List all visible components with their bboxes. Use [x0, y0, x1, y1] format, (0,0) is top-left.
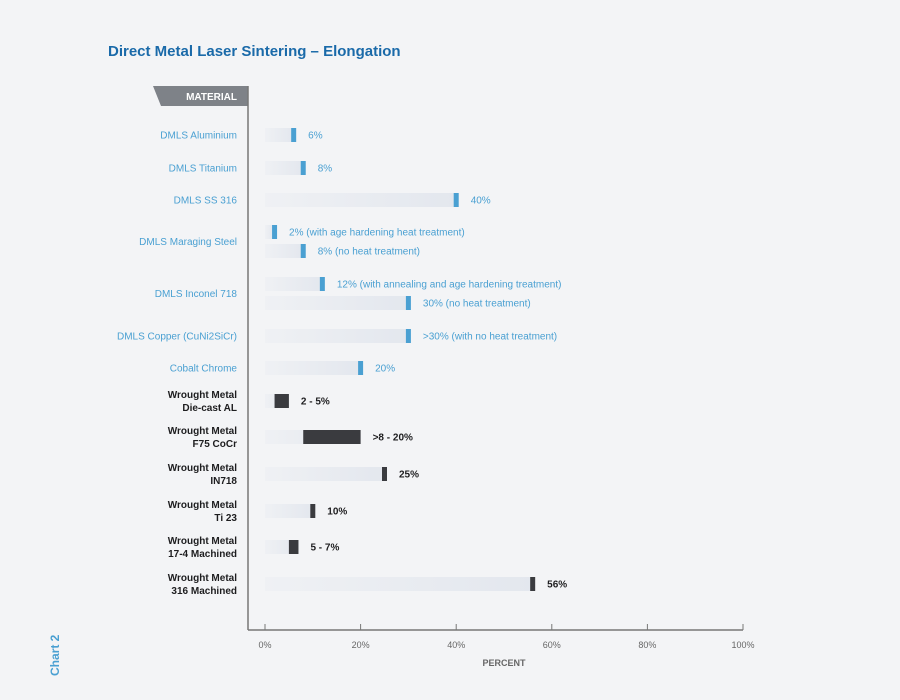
value-bar: [272, 225, 278, 239]
material-row: DMLS Aluminium 6%: [160, 128, 323, 142]
value-bar: [300, 244, 306, 258]
value-bar: [274, 394, 289, 408]
value-label: 56%: [547, 580, 567, 591]
value-track: [265, 504, 313, 518]
material-label: 17-4 Machined: [168, 549, 237, 560]
material-row: DMLS Inconel 718 12% (with annealing and …: [155, 277, 562, 310]
material-label: Wrought Metal: [168, 573, 237, 584]
value-track: [265, 329, 409, 343]
value-track: [265, 296, 409, 310]
value-track: [265, 577, 533, 591]
material-label: DMLS Aluminium: [160, 131, 237, 142]
material-row: DMLS Maraging Steel 2% (with age hardenin…: [139, 225, 465, 258]
value-label: 20%: [375, 364, 395, 375]
x-tick-label: 80%: [638, 640, 656, 650]
value-track: [265, 193, 457, 207]
value-bar: [405, 329, 411, 343]
value-label: 30% (no heat treatment): [423, 299, 531, 310]
x-tick-label: 60%: [543, 640, 561, 650]
material-label: 316 Machined: [171, 586, 237, 597]
material-row: Wrought Metal Die-cast AL 2 - 5%: [168, 390, 330, 414]
material-row: Cobalt Chrome 20%: [170, 361, 395, 375]
material-label: DMLS Copper (CuNi2SiCr): [117, 332, 237, 343]
value-bar: [291, 128, 297, 142]
material-label: F75 CoCr: [193, 439, 238, 450]
material-header-label: MATERIAL: [186, 92, 237, 103]
material-header-tab: [153, 86, 248, 106]
material-label: DMLS Titanium: [169, 164, 237, 175]
chart-title: Direct Metal Laser Sintering – Elongatio…: [108, 43, 401, 60]
x-axis-label: PERCENT: [482, 658, 526, 668]
material-row: DMLS Titanium 8%: [169, 161, 333, 175]
material-label: Die-cast AL: [182, 403, 237, 414]
value-label: 8%: [318, 164, 333, 175]
material-label: Wrought Metal: [168, 463, 237, 474]
x-tick-label: 0%: [258, 640, 271, 650]
material-label: Wrought Metal: [168, 536, 237, 547]
material-label: Wrought Metal: [168, 426, 237, 437]
material-row: Wrought Metal 17-4 Machined 5 - 7%: [168, 536, 340, 560]
x-tick-label: 100%: [731, 640, 754, 650]
material-label: Cobalt Chrome: [170, 364, 238, 375]
value-label: 5 - 7%: [310, 543, 339, 554]
material-label: Ti 23: [214, 513, 237, 524]
value-bar: [300, 161, 306, 175]
value-bar: [530, 577, 536, 591]
value-track: [265, 361, 361, 375]
material-row: Wrought Metal Ti 23 10%: [168, 500, 348, 524]
material-row: Wrought Metal F75 CoCr >8 - 20%: [168, 426, 413, 450]
value-track: [265, 225, 275, 239]
value-track: [265, 161, 304, 175]
value-bar: [303, 430, 361, 444]
material-label: Wrought Metal: [168, 500, 237, 511]
value-label: 6%: [308, 131, 323, 142]
value-label: >8 - 20%: [373, 433, 413, 444]
value-bar: [358, 361, 364, 375]
x-tick-label: 20%: [352, 640, 370, 650]
value-bar: [453, 193, 459, 207]
value-label: 2 - 5%: [301, 397, 330, 408]
material-label: DMLS Inconel 718: [155, 289, 238, 300]
value-bar: [310, 504, 316, 518]
material-label: IN718: [210, 476, 237, 487]
value-label: 8% (no heat treatment): [318, 247, 420, 258]
value-label: 10%: [327, 507, 347, 518]
value-bar: [405, 296, 411, 310]
material-label: DMLS SS 316: [174, 196, 238, 207]
value-label: 25%: [399, 470, 419, 481]
material-label: Wrought Metal: [168, 390, 237, 401]
value-track: [265, 128, 294, 142]
value-track: [265, 277, 323, 291]
value-track: [265, 244, 304, 258]
value-bar: [319, 277, 325, 291]
material-row: Wrought Metal IN718 25%: [168, 463, 419, 487]
value-bar: [382, 467, 387, 481]
value-label: 2% (with age hardening heat treatment): [289, 228, 465, 239]
value-bar: [288, 540, 299, 554]
material-row: DMLS Copper (CuNi2SiCr) >30% (with no hea…: [117, 329, 557, 343]
x-tick-label: 40%: [447, 640, 465, 650]
value-label: 12% (with annealing and age hardening tr…: [337, 280, 562, 291]
value-label: >30% (with no heat treatment): [423, 332, 557, 343]
value-label: 40%: [471, 196, 491, 207]
material-row: Wrought Metal 316 Machined 56%: [168, 573, 568, 597]
material-row: DMLS SS 316 40%: [174, 193, 491, 207]
value-track: [265, 467, 385, 481]
material-label: DMLS Maraging Steel: [139, 237, 237, 248]
